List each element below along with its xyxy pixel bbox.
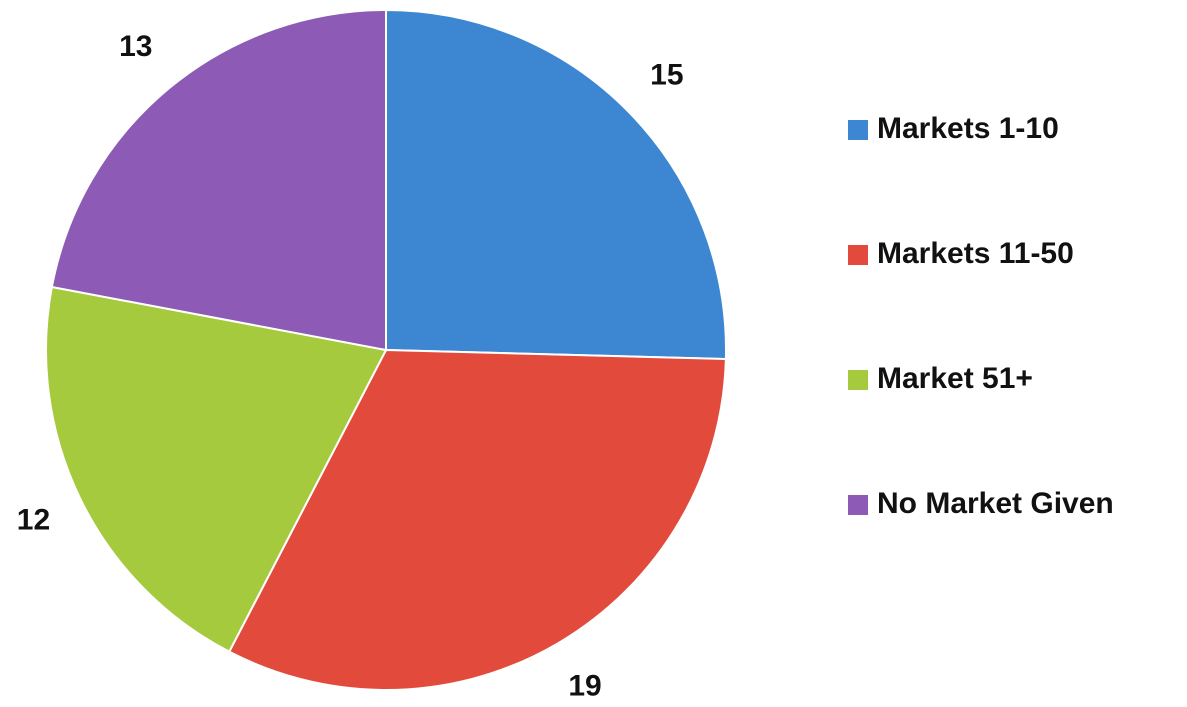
legend-swatch	[848, 245, 868, 265]
pie-slice	[45, 285, 388, 654]
data-label: 19	[568, 670, 601, 703]
legend-swatch	[848, 120, 868, 140]
data-label: 15	[650, 58, 683, 91]
pie-slice	[385, 8, 727, 361]
pie-slice	[50, 8, 387, 352]
legend-swatch	[848, 370, 868, 390]
data-label: 13	[119, 30, 152, 63]
data-label: 12	[17, 503, 50, 536]
legend-swatch	[848, 495, 868, 515]
legend-label: Markets 1-10	[877, 112, 1059, 145]
legend-label: Market 51+	[877, 362, 1033, 395]
pie-slice	[227, 348, 727, 691]
legend-label: No Market Given	[877, 487, 1114, 520]
legend-label: Markets 11-50	[877, 237, 1074, 270]
